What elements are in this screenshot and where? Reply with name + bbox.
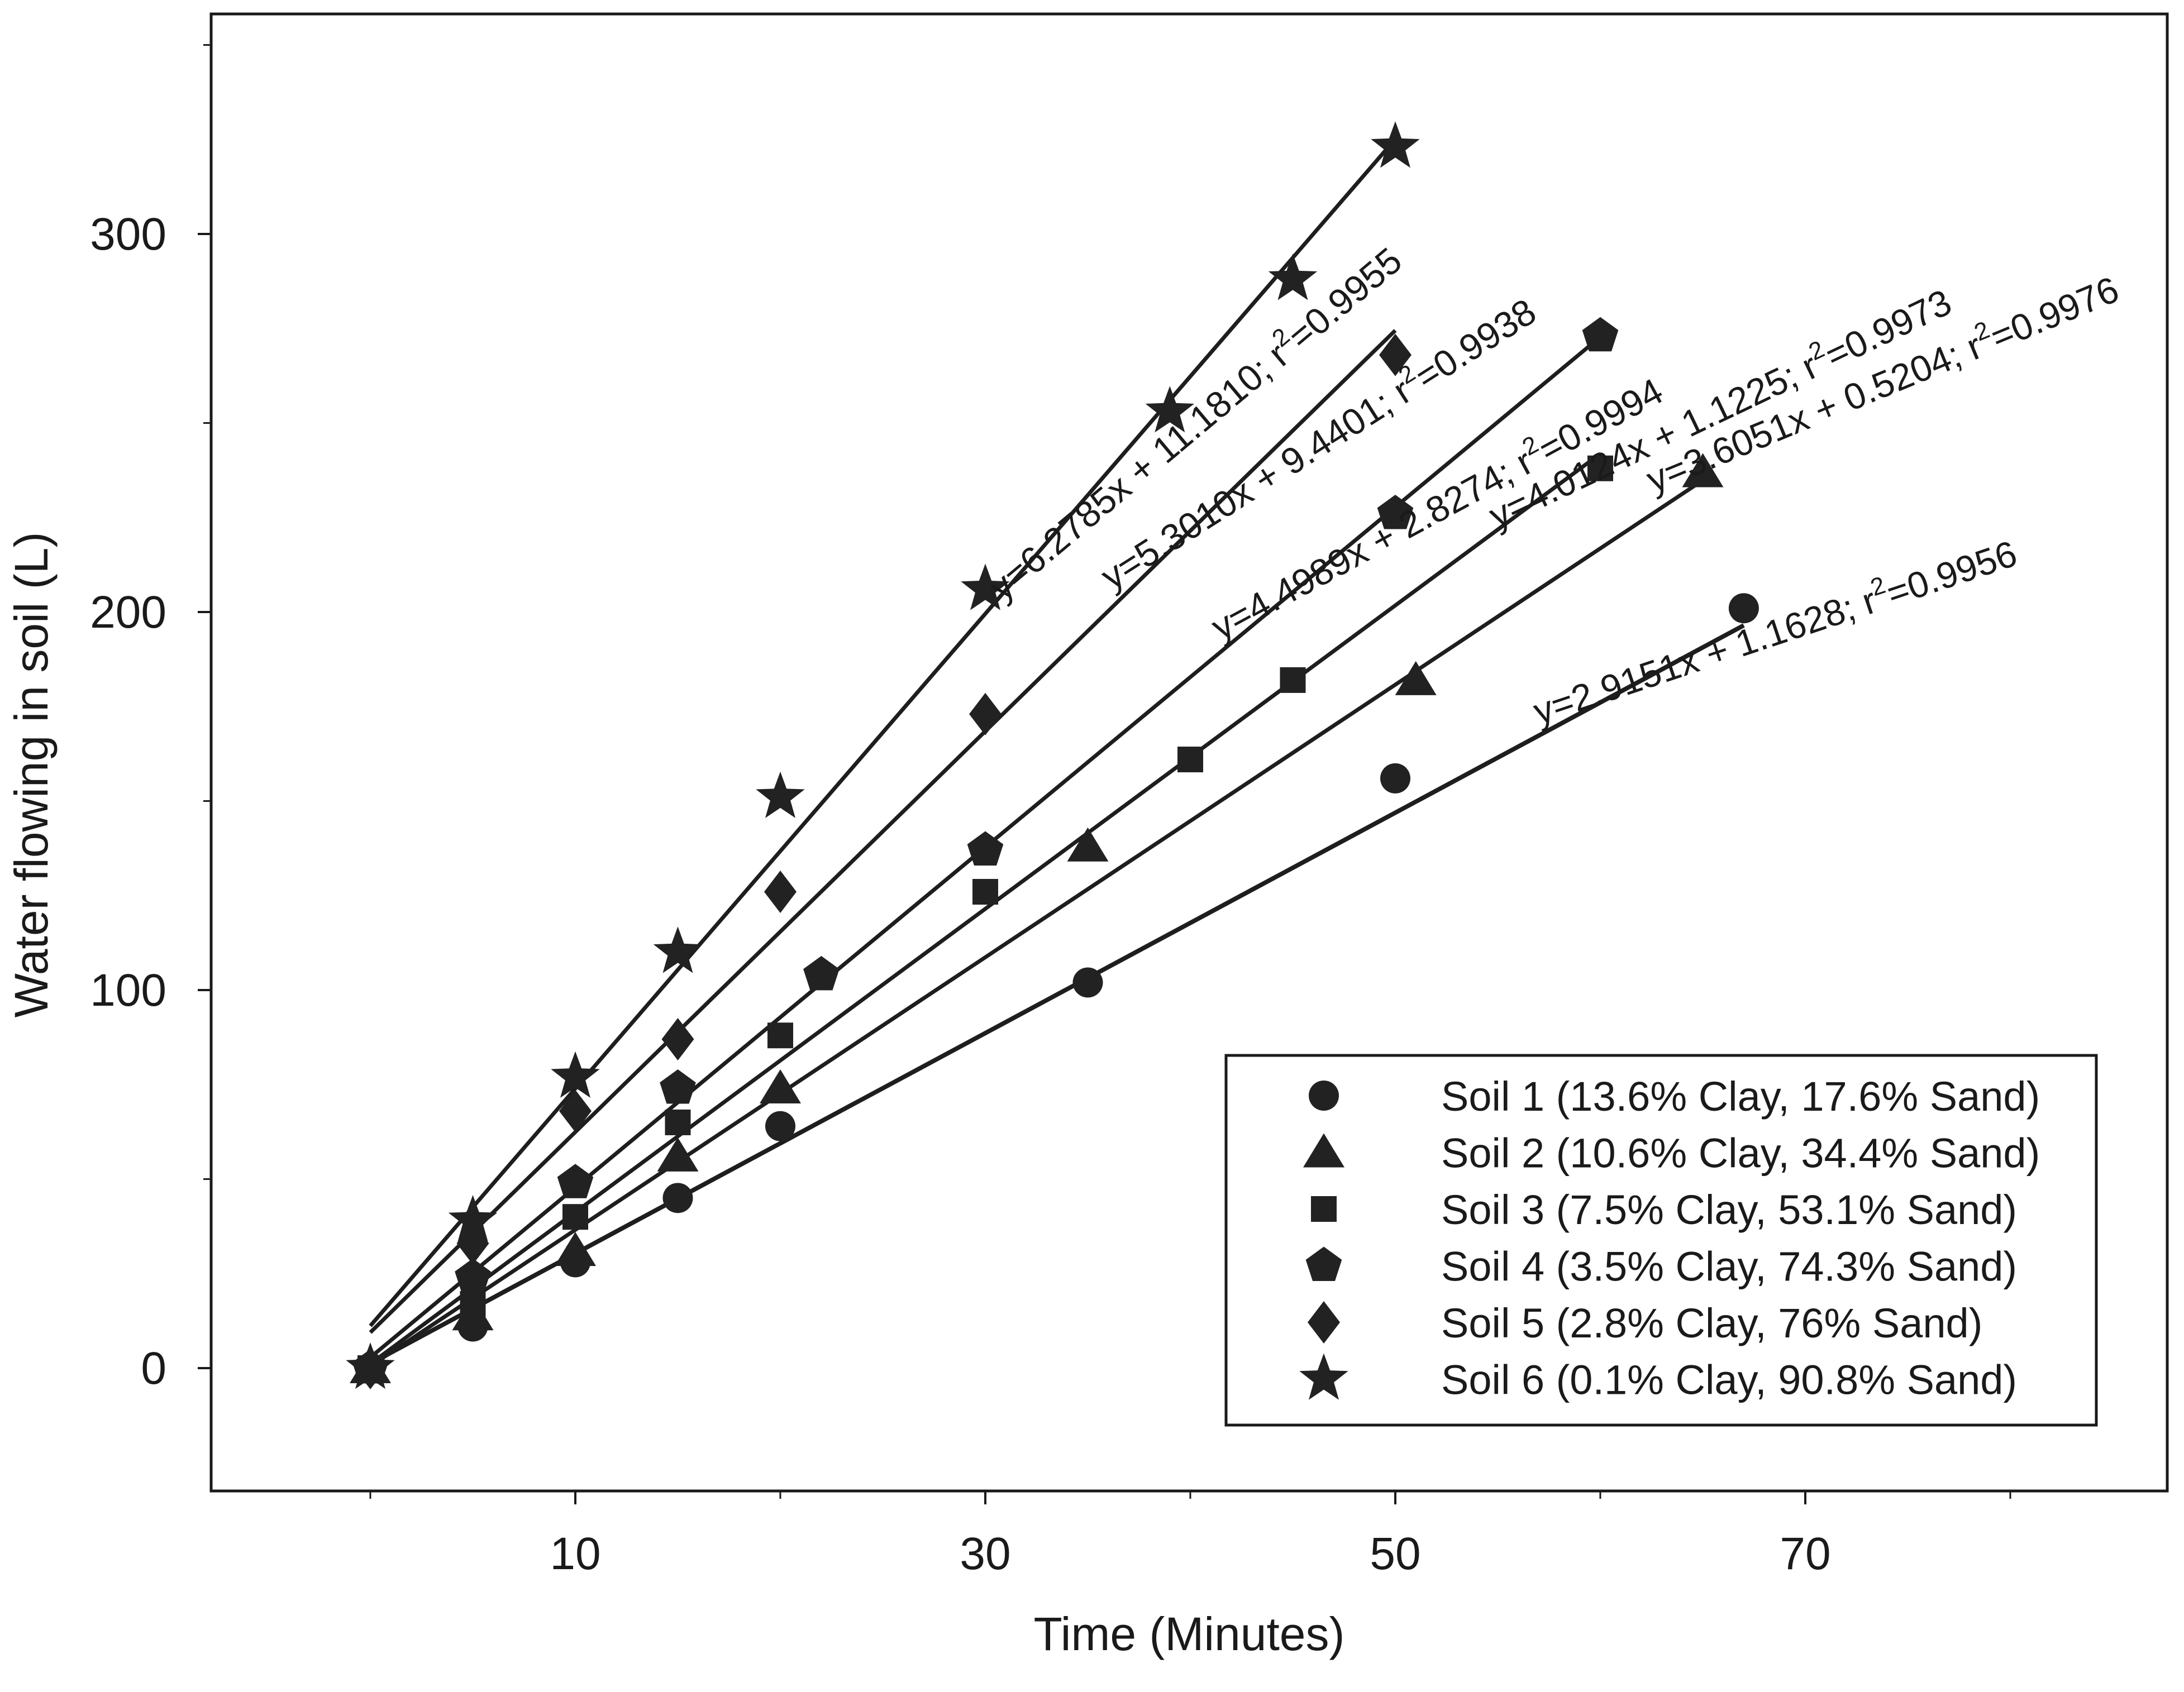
point-soil-2 bbox=[1682, 453, 1724, 487]
legend-entry: Soil 4 (3.5% Clay, 74.3% Sand) bbox=[1305, 1244, 2017, 1290]
legend-entry: Soil 6 (0.1% Clay, 90.8% Sand) bbox=[1299, 1353, 2017, 1403]
legend-label: Soil 4 (3.5% Clay, 74.3% Sand) bbox=[1441, 1244, 2017, 1290]
point-soil-6 bbox=[1268, 254, 1318, 300]
point-soil-4 bbox=[455, 1258, 491, 1293]
equation-r2: =0.9938 bbox=[1408, 290, 1543, 398]
y-tick-label: 100 bbox=[90, 965, 166, 1016]
point-soil-3 bbox=[562, 1204, 588, 1230]
legend-entry: Soil 3 (7.5% Clay, 53.1% Sand) bbox=[1311, 1187, 2017, 1233]
equation-text: y=2.9151x + 1.1628; r bbox=[1528, 579, 1881, 732]
legend-marker-star bbox=[1299, 1353, 1348, 1400]
point-soil-2 bbox=[555, 1232, 596, 1266]
point-soil-4 bbox=[1582, 317, 1619, 352]
equation-r2: =0.9955 bbox=[1280, 240, 1409, 357]
point-soil-5 bbox=[969, 692, 1002, 735]
point-soil-3 bbox=[460, 1290, 486, 1317]
point-soil-4 bbox=[967, 831, 1004, 866]
point-soil-5 bbox=[764, 870, 797, 913]
legend-marker-triangle bbox=[1303, 1133, 1344, 1168]
x-axis-title: Time (Minutes) bbox=[1034, 1608, 1345, 1660]
point-soil-6 bbox=[961, 563, 1010, 610]
point-soil-1 bbox=[1728, 593, 1759, 624]
legend-label: Soil 2 (10.6% Clay, 34.4% Sand) bbox=[1441, 1130, 2040, 1177]
fit-line-soil-2 bbox=[369, 479, 1704, 1368]
equation-label-soil-4: y=4.4989x + 2.8274; r2=0.9994 bbox=[1203, 366, 1670, 648]
point-soil-1 bbox=[662, 1183, 693, 1213]
point-soil-6 bbox=[1145, 386, 1194, 433]
point-soil-4 bbox=[660, 1069, 696, 1104]
point-soil-6 bbox=[448, 1195, 498, 1242]
point-soil-6 bbox=[346, 1342, 395, 1389]
point-soil-5 bbox=[559, 1089, 592, 1132]
point-soil-3 bbox=[1280, 667, 1306, 693]
point-soil-1 bbox=[765, 1111, 795, 1141]
point-soil-4 bbox=[803, 955, 840, 991]
point-soil-6 bbox=[756, 771, 805, 818]
y-tick-label: 0 bbox=[141, 1343, 166, 1394]
point-soil-5 bbox=[1379, 333, 1412, 376]
point-soil-3 bbox=[1587, 455, 1613, 481]
equation-r2: =0.9956 bbox=[1881, 532, 2021, 614]
y-tick-label: 200 bbox=[90, 587, 166, 638]
legend-marker-diamond bbox=[1308, 1301, 1340, 1344]
legend-marker-pentagon bbox=[1305, 1246, 1342, 1281]
legend-label: Soil 5 (2.8% Clay, 76% Sand) bbox=[1441, 1300, 1982, 1346]
point-soil-6 bbox=[551, 1051, 600, 1098]
point-soil-5 bbox=[661, 1018, 694, 1061]
x-tick-label: 30 bbox=[960, 1528, 1010, 1579]
legend-marker-square bbox=[1311, 1196, 1337, 1222]
point-soil-1 bbox=[1072, 967, 1103, 998]
point-soil-2 bbox=[1395, 661, 1437, 695]
point-soil-3 bbox=[767, 1022, 793, 1049]
point-soil-4 bbox=[557, 1164, 594, 1198]
y-tick-label: 300 bbox=[90, 209, 166, 260]
legend-label: Soil 6 (0.1% Clay, 90.8% Sand) bbox=[1441, 1357, 2017, 1403]
fit-line-soil-1 bbox=[369, 623, 1745, 1366]
point-soil-2 bbox=[760, 1069, 801, 1104]
point-soil-6 bbox=[1371, 121, 1420, 168]
equation-r2: =0.9976 bbox=[1985, 268, 2124, 357]
legend-entry: Soil 2 (10.6% Clay, 34.4% Sand) bbox=[1303, 1130, 2040, 1177]
point-soil-6 bbox=[653, 926, 703, 973]
equation-label-soil-2: y=3.6051x + 0.5204; r2=0.9976 bbox=[1639, 265, 2124, 500]
x-tick-label: 10 bbox=[550, 1528, 600, 1579]
legend-marker-circle bbox=[1309, 1081, 1339, 1111]
point-soil-1 bbox=[1380, 763, 1410, 794]
point-soil-3 bbox=[1177, 747, 1203, 773]
point-soil-2 bbox=[1067, 827, 1109, 862]
plot-frame bbox=[209, 12, 2169, 1493]
x-tick-label: 70 bbox=[1780, 1528, 1830, 1579]
legend-label: Soil 3 (7.5% Clay, 53.1% Sand) bbox=[1441, 1187, 2017, 1233]
x-tick-label: 50 bbox=[1370, 1528, 1420, 1579]
fit-line-soil-5 bbox=[369, 329, 1397, 1334]
equation-label-soil-1: y=2.9151x + 1.1628; r2=0.9956 bbox=[1527, 529, 2022, 733]
fit-line-soil-6 bbox=[369, 137, 1397, 1327]
legend-label: Soil 1 (13.6% Clay, 17.6% Sand) bbox=[1441, 1073, 2040, 1120]
legend-box bbox=[1224, 1054, 2098, 1427]
equation-label-soil-3: y=4.0124x + 1.1225; r2=0.9973 bbox=[1481, 278, 1958, 537]
legend-entry: Soil 1 (13.6% Clay, 17.6% Sand) bbox=[1309, 1073, 2040, 1120]
point-soil-3 bbox=[665, 1109, 691, 1135]
point-soil-3 bbox=[972, 878, 998, 905]
point-soil-4 bbox=[1377, 495, 1414, 529]
legend-entry: Soil 5 (2.8% Clay, 76% Sand) bbox=[1308, 1300, 1982, 1346]
y-axis-title: Water flowing in soil (L) bbox=[5, 532, 58, 1018]
point-soil-2 bbox=[657, 1137, 699, 1172]
